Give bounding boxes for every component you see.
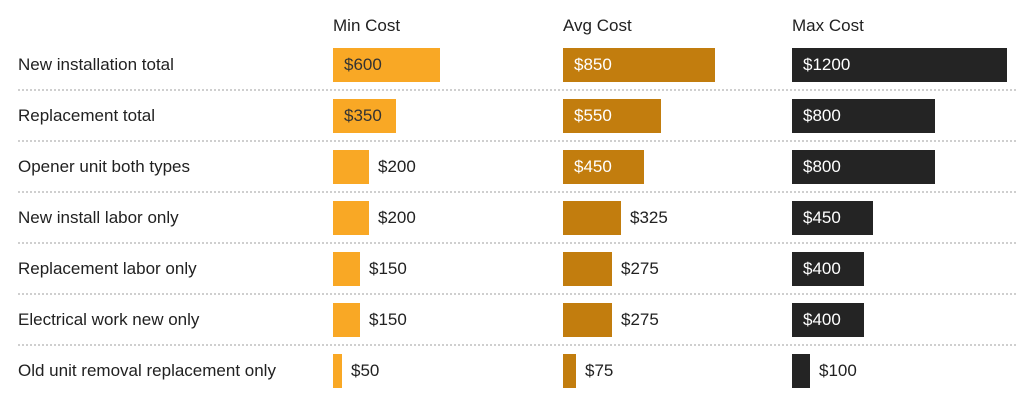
min-cost-value: $150 bbox=[369, 309, 407, 329]
min-cost-bar: $350 bbox=[333, 98, 396, 133]
min-cost-value: $350 bbox=[344, 105, 382, 125]
min-cost-cell: $350 bbox=[333, 91, 563, 140]
row-label: Opener unit both types bbox=[18, 156, 191, 176]
row-label: Old unit removal replacement only bbox=[18, 360, 276, 380]
avg-cost-bar bbox=[563, 353, 576, 388]
max-cost-value: $400 bbox=[803, 258, 841, 278]
table-row: Old unit removal replacement only $50 $75 $… bbox=[0, 346, 1024, 395]
max-cost-cell: $400 bbox=[792, 244, 1024, 293]
min-cost-value: $200 bbox=[378, 156, 416, 176]
row-divider bbox=[18, 242, 1016, 244]
row-divider bbox=[18, 140, 1016, 142]
avg-cost-value: $75 bbox=[585, 360, 614, 380]
avg-cost-value: $450 bbox=[574, 156, 612, 176]
avg-cost-cell: $275 bbox=[563, 295, 792, 344]
max-cost-cell: $100 bbox=[792, 346, 1024, 395]
table-row: Opener unit both types $200 $450 $800 bbox=[0, 142, 1024, 191]
avg-cost-value: $275 bbox=[621, 309, 659, 329]
avg-cost-bar bbox=[563, 251, 612, 286]
column-header-avg-cost: Avg Cost bbox=[563, 16, 632, 35]
rows: New installation total $600 $850 $1200 Repla… bbox=[0, 40, 1024, 395]
min-cost-cell: $200 bbox=[333, 142, 563, 191]
table-row: New install labor only $200 $325 $450 bbox=[0, 193, 1024, 242]
row-label-column-spacer bbox=[0, 37, 333, 40]
avg-cost-bar: $550 bbox=[563, 98, 661, 133]
max-cost-cell: $400 bbox=[792, 295, 1024, 344]
table-row: Replacement total $350 $550 $800 bbox=[0, 91, 1024, 140]
avg-cost-value: $550 bbox=[574, 105, 612, 125]
max-cost-cell: $450 bbox=[792, 193, 1024, 242]
max-cost-value: $400 bbox=[803, 309, 841, 329]
row-divider bbox=[18, 191, 1016, 193]
min-cost-value: $600 bbox=[344, 54, 382, 74]
avg-cost-cell: $325 bbox=[563, 193, 792, 242]
min-cost-cell: $150 bbox=[333, 295, 563, 344]
min-cost-value: $150 bbox=[369, 258, 407, 278]
max-cost-value: $800 bbox=[803, 105, 841, 125]
avg-cost-cell: $550 bbox=[563, 91, 792, 140]
max-cost-cell: $800 bbox=[792, 91, 1024, 140]
min-cost-cell: $600 bbox=[333, 40, 563, 89]
min-cost-cell: $50 bbox=[333, 346, 563, 395]
row-label: Electrical work new only bbox=[18, 309, 200, 329]
avg-cost-bar bbox=[563, 200, 621, 235]
min-cost-bar bbox=[333, 353, 342, 388]
avg-cost-value: $275 bbox=[621, 258, 659, 278]
min-cost-bar bbox=[333, 200, 369, 235]
avg-cost-bar bbox=[563, 302, 612, 337]
min-cost-value: $50 bbox=[351, 360, 380, 380]
table-row: Replacement labor only $150 $275 $400 bbox=[0, 244, 1024, 293]
table-row: Electrical work new only $150 $275 $400 bbox=[0, 295, 1024, 344]
max-cost-bar: $450 bbox=[792, 200, 873, 235]
avg-cost-cell: $450 bbox=[563, 142, 792, 191]
max-cost-bar: $800 bbox=[792, 149, 935, 184]
table-row: New installation total $600 $850 $1200 bbox=[0, 40, 1024, 89]
avg-cost-value: $850 bbox=[574, 54, 612, 74]
min-cost-bar: $600 bbox=[333, 47, 440, 82]
avg-cost-cell: $275 bbox=[563, 244, 792, 293]
min-cost-bar bbox=[333, 149, 369, 184]
max-cost-cell: $800 bbox=[792, 142, 1024, 191]
avg-cost-value: $325 bbox=[630, 207, 668, 227]
row-divider bbox=[18, 344, 1016, 346]
max-cost-value: $1200 bbox=[803, 54, 851, 74]
row-divider bbox=[18, 293, 1016, 295]
avg-cost-bar: $450 bbox=[563, 149, 644, 184]
max-cost-bar: $1200 bbox=[792, 47, 1007, 82]
avg-cost-bar: $850 bbox=[563, 47, 715, 82]
max-cost-bar bbox=[792, 353, 810, 388]
row-label: New installation total bbox=[18, 54, 174, 74]
row-label: Replacement labor only bbox=[18, 258, 197, 278]
column-header-max-cost: Max Cost bbox=[792, 16, 864, 35]
max-cost-bar: $800 bbox=[792, 98, 935, 133]
max-cost-bar: $400 bbox=[792, 302, 864, 337]
avg-cost-cell: $850 bbox=[563, 40, 792, 89]
min-cost-value: $200 bbox=[378, 207, 416, 227]
min-cost-cell: $200 bbox=[333, 193, 563, 242]
row-label: New install labor only bbox=[18, 207, 179, 227]
row-divider bbox=[18, 89, 1016, 91]
column-header-row: Min Cost Avg Cost Max Cost bbox=[0, 0, 1024, 40]
max-cost-cell: $1200 bbox=[792, 40, 1024, 89]
min-cost-bar bbox=[333, 251, 360, 286]
max-cost-value: $100 bbox=[819, 360, 857, 380]
row-label: Replacement total bbox=[18, 105, 156, 125]
avg-cost-cell: $75 bbox=[563, 346, 792, 395]
column-header-min-cost: Min Cost bbox=[333, 16, 401, 35]
min-cost-cell: $150 bbox=[333, 244, 563, 293]
max-cost-value: $450 bbox=[803, 207, 841, 227]
max-cost-bar: $400 bbox=[792, 251, 864, 286]
max-cost-value: $800 bbox=[803, 156, 841, 176]
min-cost-bar bbox=[333, 302, 360, 337]
